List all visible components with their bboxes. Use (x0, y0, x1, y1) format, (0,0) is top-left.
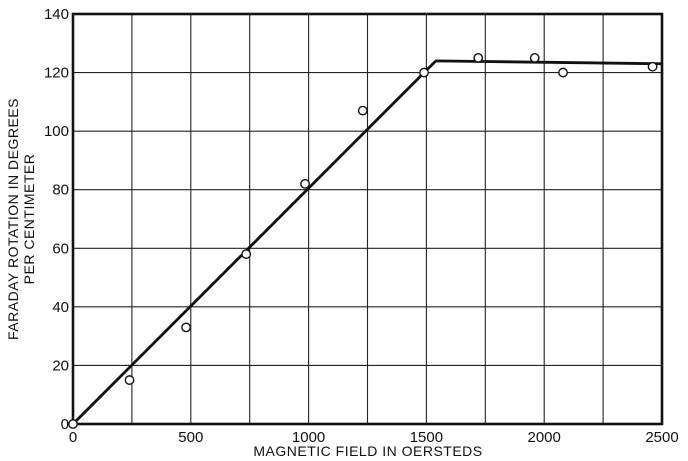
data-point (181, 322, 191, 333)
data-point (124, 375, 135, 385)
x-tick-label: 1500 (410, 429, 443, 446)
y-tick-label: 80 (52, 182, 69, 199)
fit-line (72, 59, 663, 425)
data-point (473, 53, 484, 63)
y-axis-title-line2: PER CENTIMETER (21, 154, 37, 285)
fit-line-group (72, 59, 663, 425)
data-point (529, 53, 540, 63)
x-ticks: 0 500 1000 1500 2000 2500 (69, 429, 679, 446)
x-tick-label: 0 (69, 429, 77, 446)
y-tick-label: 100 (44, 123, 69, 140)
y-tick-label: 20 (52, 357, 69, 374)
y-tick-label: 0 (61, 416, 69, 433)
x-axis-title: MAGNETIC FIELD IN OERSTEDS (253, 443, 482, 459)
y-axis-title-line1: FARADAY ROTATION IN DEGREES (5, 98, 21, 340)
data-point (357, 105, 368, 116)
data-point (300, 178, 310, 189)
data-point (647, 61, 658, 72)
y-tick-label: 60 (52, 240, 69, 257)
data-point (241, 249, 252, 260)
data-points (68, 53, 658, 429)
y-tick-label: 120 (44, 65, 69, 82)
data-point (419, 67, 429, 78)
x-tick-label: 2000 (528, 429, 561, 446)
data-point (558, 67, 568, 78)
x-tick-label: 1000 (292, 429, 325, 446)
x-tick-label: 2500 (645, 429, 678, 446)
y-ticks: 0 20 40 60 80 100 120 140 (44, 6, 69, 433)
y-tick-label: 140 (44, 6, 69, 23)
x-tick-label: 500 (178, 429, 203, 446)
grid (73, 14, 662, 424)
data-point (68, 419, 78, 429)
plot-frame (71, 12, 664, 426)
y-tick-label: 40 (52, 299, 69, 316)
